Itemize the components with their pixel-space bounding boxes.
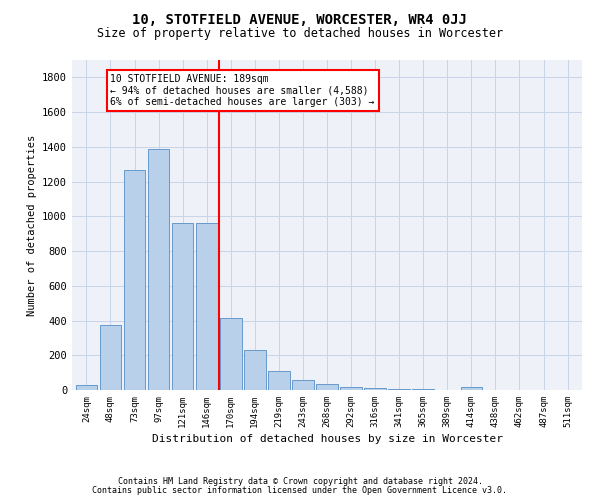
Text: Contains HM Land Registry data © Crown copyright and database right 2024.: Contains HM Land Registry data © Crown c… bbox=[118, 477, 482, 486]
Y-axis label: Number of detached properties: Number of detached properties bbox=[26, 134, 37, 316]
Bar bbox=[316, 384, 338, 390]
Bar bbox=[364, 388, 386, 390]
Bar bbox=[292, 380, 314, 390]
Bar bbox=[124, 170, 145, 390]
Bar bbox=[461, 388, 482, 390]
Text: Size of property relative to detached houses in Worcester: Size of property relative to detached ho… bbox=[97, 28, 503, 40]
Text: 10 STOTFIELD AVENUE: 189sqm
← 94% of detached houses are smaller (4,588)
6% of s: 10 STOTFIELD AVENUE: 189sqm ← 94% of det… bbox=[110, 74, 375, 107]
Bar bbox=[340, 386, 362, 390]
Bar bbox=[244, 350, 266, 390]
Bar bbox=[100, 325, 121, 390]
Bar bbox=[76, 385, 97, 390]
Bar bbox=[220, 318, 242, 390]
Text: 10, STOTFIELD AVENUE, WORCESTER, WR4 0JJ: 10, STOTFIELD AVENUE, WORCESTER, WR4 0JJ bbox=[133, 12, 467, 26]
Bar bbox=[148, 148, 169, 390]
Text: Contains public sector information licensed under the Open Government Licence v3: Contains public sector information licen… bbox=[92, 486, 508, 495]
Bar bbox=[268, 371, 290, 390]
X-axis label: Distribution of detached houses by size in Worcester: Distribution of detached houses by size … bbox=[151, 434, 503, 444]
Bar bbox=[388, 389, 410, 390]
Bar bbox=[172, 224, 193, 390]
Bar bbox=[196, 224, 218, 390]
